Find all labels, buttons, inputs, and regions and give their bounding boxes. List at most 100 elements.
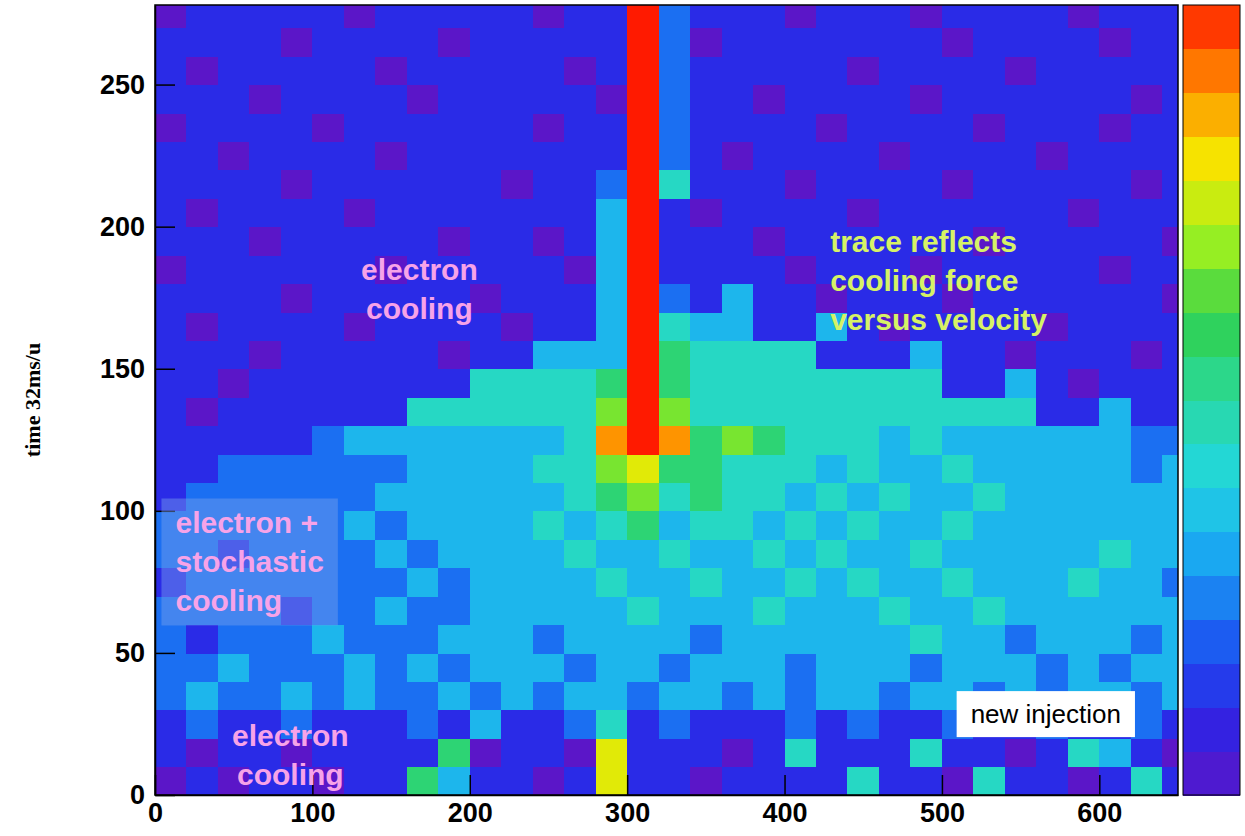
- heatmap-cell: [816, 596, 848, 625]
- heatmap-cell: [312, 681, 344, 710]
- heatmap-cell: [470, 454, 502, 483]
- heatmap-cell: [879, 56, 911, 85]
- heatmap-cell: [879, 141, 911, 170]
- heatmap-cell: [564, 681, 596, 710]
- heatmap-cell: [186, 397, 218, 426]
- heatmap-cell: [659, 85, 691, 114]
- heatmap-cell: [596, 227, 628, 256]
- heatmap-cell: [1162, 710, 1178, 739]
- heatmap-cell: [1099, 283, 1131, 312]
- heatmap-cell: [785, 539, 817, 568]
- heatmap-cell: [879, 539, 911, 568]
- heatmap-cell: [186, 624, 218, 653]
- heatmap-cell: [186, 653, 218, 682]
- heatmap-cell: [785, 681, 817, 710]
- heatmap-cell: [470, 369, 502, 398]
- x-tick-label: 500: [920, 798, 965, 828]
- heatmap-cell: [249, 28, 281, 57]
- heatmap-cell: [596, 283, 628, 312]
- color-bar-band: [1183, 532, 1240, 576]
- heatmap-cell: [785, 454, 817, 483]
- heatmap-cell: [816, 56, 848, 85]
- heatmap-cell: [910, 653, 942, 682]
- heatmap-cell: [1036, 397, 1068, 426]
- heatmap-cell: [627, 397, 659, 426]
- annotation: electron +stochasticcooling: [161, 498, 337, 625]
- heatmap-cell: [1131, 141, 1163, 170]
- heatmap-cell: [1036, 340, 1068, 369]
- heatmap-cell: [1068, 482, 1100, 511]
- y-tick-mark: [155, 795, 175, 797]
- heatmap-cell: [375, 681, 407, 710]
- heatmap-cell: [753, 482, 785, 511]
- heatmap-cell: [186, 198, 218, 227]
- heatmap-cell: [722, 397, 754, 426]
- heatmap-cell: [973, 596, 1005, 625]
- heatmap-cell: [375, 113, 407, 142]
- heatmap-cell: [186, 5, 218, 28]
- heatmap-cell: [281, 28, 313, 57]
- heatmap-cell: [753, 738, 785, 767]
- heatmap-cell: [407, 113, 439, 142]
- heatmap-cell: [879, 710, 911, 739]
- y-tick: 0: [130, 780, 175, 810]
- heatmap-cell: [564, 227, 596, 256]
- heatmap-cell: [722, 369, 754, 398]
- heatmap-cell: [753, 198, 785, 227]
- heatmap-cell: [1162, 170, 1178, 199]
- heatmap-cell: [722, 767, 754, 795]
- heatmap-cell: [816, 539, 848, 568]
- heatmap-cell: [816, 681, 848, 710]
- heatmap-cell: [218, 369, 250, 398]
- heatmap-cell: [1099, 85, 1131, 114]
- heatmap-cell: [879, 454, 911, 483]
- heatmap-cell: [312, 312, 344, 341]
- heatmap-cell: [1162, 397, 1178, 426]
- heatmap-cell: [470, 5, 502, 28]
- heatmap-cell: [533, 56, 565, 85]
- heatmap-cell: [596, 539, 628, 568]
- heatmap-cell: [910, 767, 942, 795]
- y-tick: 50: [115, 638, 175, 668]
- heatmap-cell: [690, 28, 722, 57]
- heatmap-cell: [942, 767, 974, 795]
- heatmap-cell: [942, 56, 974, 85]
- heatmap-cell: [407, 426, 439, 455]
- heatmap-cell: [973, 767, 1005, 795]
- heatmap-cell: [659, 283, 691, 312]
- x-tick: 300: [605, 775, 650, 828]
- heatmap-cell: [155, 397, 187, 426]
- heatmap-cell: [249, 312, 281, 341]
- heatmap-cell: [816, 28, 848, 57]
- heatmap-cell: [501, 767, 533, 795]
- x-tick-label: 100: [290, 798, 335, 828]
- heatmap-cell: [973, 539, 1005, 568]
- heatmap-cell: [1131, 681, 1163, 710]
- heatmap-cell: [375, 710, 407, 739]
- heatmap-cell: [470, 198, 502, 227]
- heatmap-cell: [249, 653, 281, 682]
- heatmap-cell: [533, 283, 565, 312]
- heatmap-cell: [816, 369, 848, 398]
- heatmap-cell: [218, 85, 250, 114]
- heatmap-cell: [501, 340, 533, 369]
- heatmap-cell: [1131, 568, 1163, 597]
- heatmap-cell: [1068, 767, 1100, 795]
- heatmap-cell: [1068, 511, 1100, 540]
- heatmap-cell: [407, 482, 439, 511]
- heatmap-cell: [312, 653, 344, 682]
- heatmap-cell: [155, 454, 187, 483]
- color-bar-band: [1183, 663, 1240, 707]
- heatmap-cell: [596, 454, 628, 483]
- x-tick-label: 0: [148, 798, 163, 828]
- heatmap-cell: [344, 454, 376, 483]
- heatmap-cell: [1068, 227, 1100, 256]
- heatmap-cell: [407, 369, 439, 398]
- annotation-text: stochastic: [175, 545, 323, 578]
- heatmap-cell: [879, 653, 911, 682]
- y-tick-label: 250: [100, 70, 145, 100]
- heatmap-cell: [722, 283, 754, 312]
- heatmap-cell: [847, 28, 879, 57]
- color-bar: [1183, 5, 1240, 796]
- heatmap-cell: [973, 340, 1005, 369]
